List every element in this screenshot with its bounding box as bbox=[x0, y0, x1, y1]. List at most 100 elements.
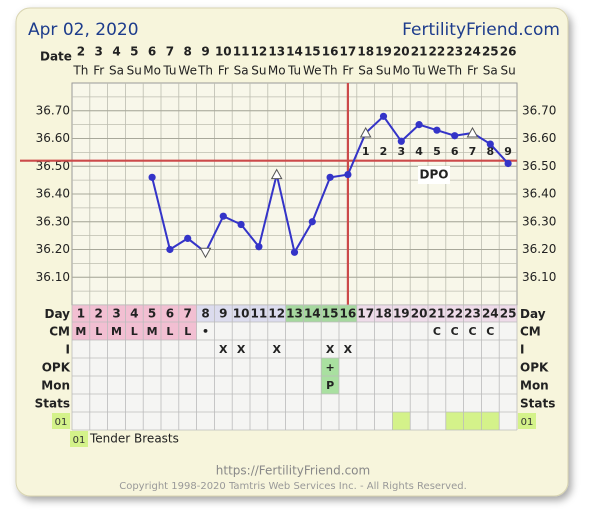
day-number: 20 bbox=[411, 307, 428, 321]
date-label: 10 bbox=[215, 45, 232, 59]
dpo-number: 7 bbox=[469, 145, 477, 158]
date-label: 22 bbox=[429, 45, 446, 59]
date-label: 17 bbox=[340, 45, 357, 59]
day-cell bbox=[374, 305, 393, 322]
day-cell bbox=[107, 305, 126, 322]
weekday-label: Th bbox=[197, 64, 213, 78]
cm-entry: M bbox=[75, 325, 86, 338]
dpo-number: 1 bbox=[362, 145, 370, 158]
dpo-box bbox=[418, 166, 450, 184]
date-label: 5 bbox=[130, 45, 138, 59]
day-number: 2 bbox=[95, 307, 103, 321]
cm-cell bbox=[161, 322, 179, 340]
temperature-point bbox=[451, 132, 459, 140]
dpo-number: 5 bbox=[433, 145, 441, 158]
day-cell bbox=[481, 305, 500, 322]
monitor-entry: P bbox=[326, 379, 334, 392]
cm-entry: C bbox=[433, 325, 441, 338]
day-number: 9 bbox=[219, 307, 227, 321]
day-number: 22 bbox=[446, 307, 463, 321]
day-cell bbox=[445, 305, 464, 322]
day-cell bbox=[410, 305, 428, 322]
weekday-label: Su bbox=[127, 64, 142, 78]
date-label: 14 bbox=[286, 45, 303, 59]
day-cell bbox=[125, 305, 144, 322]
cm-cell bbox=[125, 322, 144, 340]
intercourse-entry: X bbox=[219, 343, 228, 356]
dpo-number: 9 bbox=[504, 145, 512, 158]
weekday-label: Sa bbox=[234, 64, 249, 78]
y-tick-label-right: 36.10 bbox=[522, 270, 556, 284]
y-tick-label: 36.40 bbox=[36, 187, 70, 201]
intercourse-entry: X bbox=[326, 343, 335, 356]
row-label-right: Day bbox=[520, 307, 546, 321]
day-cell bbox=[214, 305, 233, 322]
footer-url[interactable]: https://FertilityFriend.com bbox=[216, 464, 370, 478]
y-tick-label: 36.20 bbox=[36, 242, 70, 256]
y-tick-label-right: 36.60 bbox=[522, 131, 556, 145]
weekday-label: Mo bbox=[392, 64, 410, 78]
y-tick-label: 36.60 bbox=[36, 131, 70, 145]
weekday-label: Fr bbox=[218, 64, 229, 78]
dpo-number: 6 bbox=[451, 145, 459, 158]
cm-entry: C bbox=[486, 325, 494, 338]
y-tick-label: 36.30 bbox=[36, 214, 70, 228]
weekday-label: Th bbox=[446, 64, 462, 78]
cm-cell bbox=[143, 322, 161, 340]
date-label: 26 bbox=[500, 45, 517, 59]
legend-code-bg bbox=[70, 431, 88, 447]
weekday-label: Mo bbox=[268, 64, 286, 78]
table-row-bg bbox=[72, 358, 517, 376]
symptom-cell bbox=[481, 412, 500, 430]
row-label: Stats bbox=[35, 397, 70, 411]
legend-name: Tender Breasts bbox=[89, 432, 179, 446]
day-cell bbox=[161, 305, 179, 322]
day-number: 14 bbox=[304, 307, 321, 321]
day-cell bbox=[303, 305, 322, 322]
row-label-right: Mon bbox=[520, 379, 549, 393]
temperature-point bbox=[237, 220, 245, 229]
day-number: 12 bbox=[268, 307, 285, 321]
day-cell bbox=[232, 305, 250, 322]
open-marker bbox=[466, 126, 479, 138]
day-cell bbox=[143, 305, 161, 322]
date-label: 3 bbox=[95, 45, 103, 59]
x-axis-label: Date bbox=[40, 50, 72, 64]
day-number: 4 bbox=[130, 307, 138, 321]
day-number: 19 bbox=[393, 307, 410, 321]
y-tick-label: 36.50 bbox=[36, 159, 70, 173]
weekday-label: Tu bbox=[162, 64, 176, 78]
cm-entry: L bbox=[131, 325, 138, 338]
day-cell bbox=[250, 305, 268, 322]
row-label: OPK bbox=[42, 361, 71, 375]
weekday-label: Th bbox=[72, 64, 88, 78]
day-number: 16 bbox=[340, 307, 357, 321]
row-label: I bbox=[66, 343, 70, 357]
dpo-label: DPO bbox=[420, 168, 449, 182]
day-number: 5 bbox=[148, 307, 156, 321]
weekday-label: Mo bbox=[143, 64, 161, 78]
day-number: 23 bbox=[464, 307, 481, 321]
day-number: 6 bbox=[166, 307, 174, 321]
temperature-point bbox=[219, 212, 227, 220]
day-cell bbox=[499, 305, 517, 322]
day-cell bbox=[463, 305, 482, 322]
site-name[interactable]: FertilityFriend.com bbox=[402, 20, 560, 40]
day-number: 7 bbox=[184, 307, 192, 321]
date-label: 9 bbox=[201, 45, 209, 59]
row-label: Day bbox=[44, 307, 70, 321]
day-cell bbox=[321, 305, 339, 322]
date-label: 11 bbox=[233, 45, 250, 59]
temperature-point bbox=[486, 140, 494, 148]
y-tick-label-right: 36.20 bbox=[522, 242, 556, 256]
legend-code: 01 bbox=[73, 435, 86, 446]
weekday-label: We bbox=[303, 64, 322, 78]
date-label: 12 bbox=[251, 45, 268, 59]
date-label: 15 bbox=[304, 45, 321, 59]
y-tick-label: 36.70 bbox=[36, 103, 70, 117]
y-tick-label-right: 36.50 bbox=[522, 159, 556, 173]
day-number: 15 bbox=[322, 307, 339, 321]
weekday-label: Th bbox=[322, 64, 338, 78]
day-number: 11 bbox=[251, 307, 268, 321]
weekday-label: Su bbox=[251, 64, 266, 78]
